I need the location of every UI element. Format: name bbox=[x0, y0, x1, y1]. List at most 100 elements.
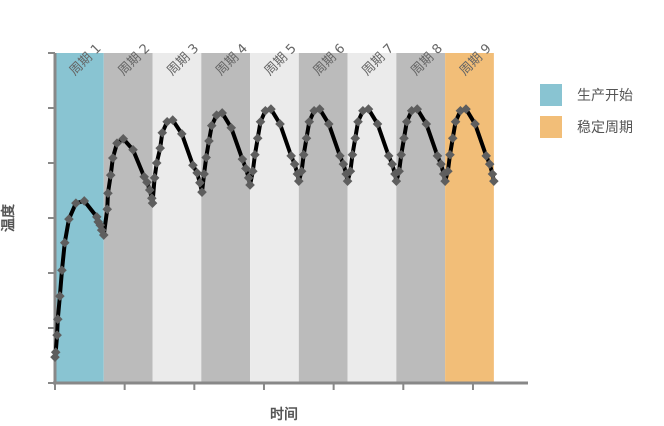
data-point bbox=[197, 187, 207, 197]
data-point bbox=[52, 314, 63, 324]
data-point bbox=[157, 127, 168, 138]
data-point bbox=[335, 151, 345, 161]
data-point bbox=[294, 176, 304, 186]
axes bbox=[48, 52, 528, 390]
data-point bbox=[118, 134, 129, 144]
data-point bbox=[142, 177, 152, 188]
cycle-band bbox=[298, 53, 348, 383]
data-point bbox=[243, 173, 254, 183]
data-point bbox=[155, 143, 165, 153]
data-point bbox=[241, 163, 251, 174]
data-point bbox=[226, 123, 237, 133]
data-point bbox=[57, 265, 67, 276]
cycle-bands bbox=[55, 53, 494, 383]
data-point bbox=[440, 176, 450, 186]
legend-swatch bbox=[540, 84, 562, 106]
data-point bbox=[50, 352, 60, 362]
data-point bbox=[55, 291, 65, 301]
data-point bbox=[260, 105, 271, 116]
legend: 生产开始 稳定周期 bbox=[540, 84, 633, 148]
legend-label: 稳定周期 bbox=[577, 120, 633, 136]
data-point bbox=[443, 166, 453, 177]
data-point bbox=[363, 104, 374, 114]
data-point bbox=[188, 160, 198, 170]
cycle-band bbox=[445, 53, 494, 383]
data-point bbox=[50, 347, 61, 357]
data-point bbox=[52, 330, 62, 340]
data-point bbox=[250, 149, 260, 160]
data-point bbox=[162, 116, 172, 127]
data-point bbox=[372, 119, 383, 129]
cycle-band bbox=[250, 53, 299, 383]
data-point bbox=[323, 119, 334, 129]
temperature-series bbox=[50, 104, 499, 362]
legend-item-production-start: 生产开始 bbox=[540, 84, 633, 106]
legend-label: 生产开始 bbox=[577, 88, 633, 104]
data-point bbox=[149, 173, 160, 183]
data-point bbox=[176, 129, 187, 139]
data-point bbox=[436, 159, 446, 169]
data-point bbox=[487, 169, 498, 179]
data-point bbox=[105, 170, 116, 180]
data-point bbox=[296, 166, 307, 177]
cycle-band bbox=[103, 53, 153, 383]
data-point bbox=[71, 198, 81, 208]
data-point bbox=[91, 212, 102, 222]
legend-swatch bbox=[540, 116, 562, 138]
legend-item-stable-cycle: 稳定周期 bbox=[540, 116, 633, 138]
data-point bbox=[432, 151, 443, 161]
data-point bbox=[401, 116, 412, 127]
data-point bbox=[350, 133, 361, 144]
data-point bbox=[266, 104, 276, 114]
data-point bbox=[217, 108, 227, 118]
data-point bbox=[470, 119, 480, 129]
data-point bbox=[201, 152, 211, 163]
data-point bbox=[192, 168, 202, 178]
data-point bbox=[103, 188, 113, 199]
data-point bbox=[79, 196, 90, 206]
data-point bbox=[421, 119, 432, 129]
data-point bbox=[95, 220, 106, 230]
data-point bbox=[345, 166, 356, 177]
data-point bbox=[450, 116, 461, 127]
data-point bbox=[167, 115, 178, 125]
data-point bbox=[304, 116, 315, 127]
x-axis-label: 时间 bbox=[270, 407, 298, 423]
data-point bbox=[481, 151, 492, 161]
data-point bbox=[489, 176, 499, 186]
data-point bbox=[252, 133, 263, 144]
data-point bbox=[391, 176, 402, 186]
data-point bbox=[484, 159, 495, 169]
data-point bbox=[289, 159, 300, 169]
data-point bbox=[353, 116, 363, 127]
data-point bbox=[199, 169, 209, 179]
data-point bbox=[204, 136, 214, 146]
data-point bbox=[447, 133, 458, 144]
data-point bbox=[206, 120, 217, 131]
data-point bbox=[394, 166, 404, 177]
data-point bbox=[387, 159, 397, 169]
data-point bbox=[455, 105, 466, 116]
data-point bbox=[314, 104, 325, 114]
data-point bbox=[338, 159, 349, 169]
data-point bbox=[147, 198, 158, 208]
cycle-band bbox=[396, 53, 446, 383]
data-point bbox=[399, 133, 409, 144]
data-point bbox=[64, 214, 74, 224]
data-point bbox=[144, 185, 155, 195]
data-point bbox=[341, 169, 351, 179]
data-point bbox=[406, 105, 417, 116]
data-point bbox=[98, 230, 109, 240]
data-point bbox=[286, 151, 296, 161]
data-point bbox=[237, 154, 248, 164]
data-point bbox=[445, 149, 455, 160]
data-point bbox=[342, 176, 353, 186]
data-point bbox=[255, 116, 266, 127]
data-point bbox=[347, 149, 358, 160]
data-point bbox=[195, 178, 205, 188]
data-point bbox=[59, 237, 70, 248]
cycle-band bbox=[152, 53, 202, 383]
data-point bbox=[292, 169, 303, 179]
data-point bbox=[128, 145, 138, 155]
y-axis-label: 温度 bbox=[1, 204, 17, 232]
